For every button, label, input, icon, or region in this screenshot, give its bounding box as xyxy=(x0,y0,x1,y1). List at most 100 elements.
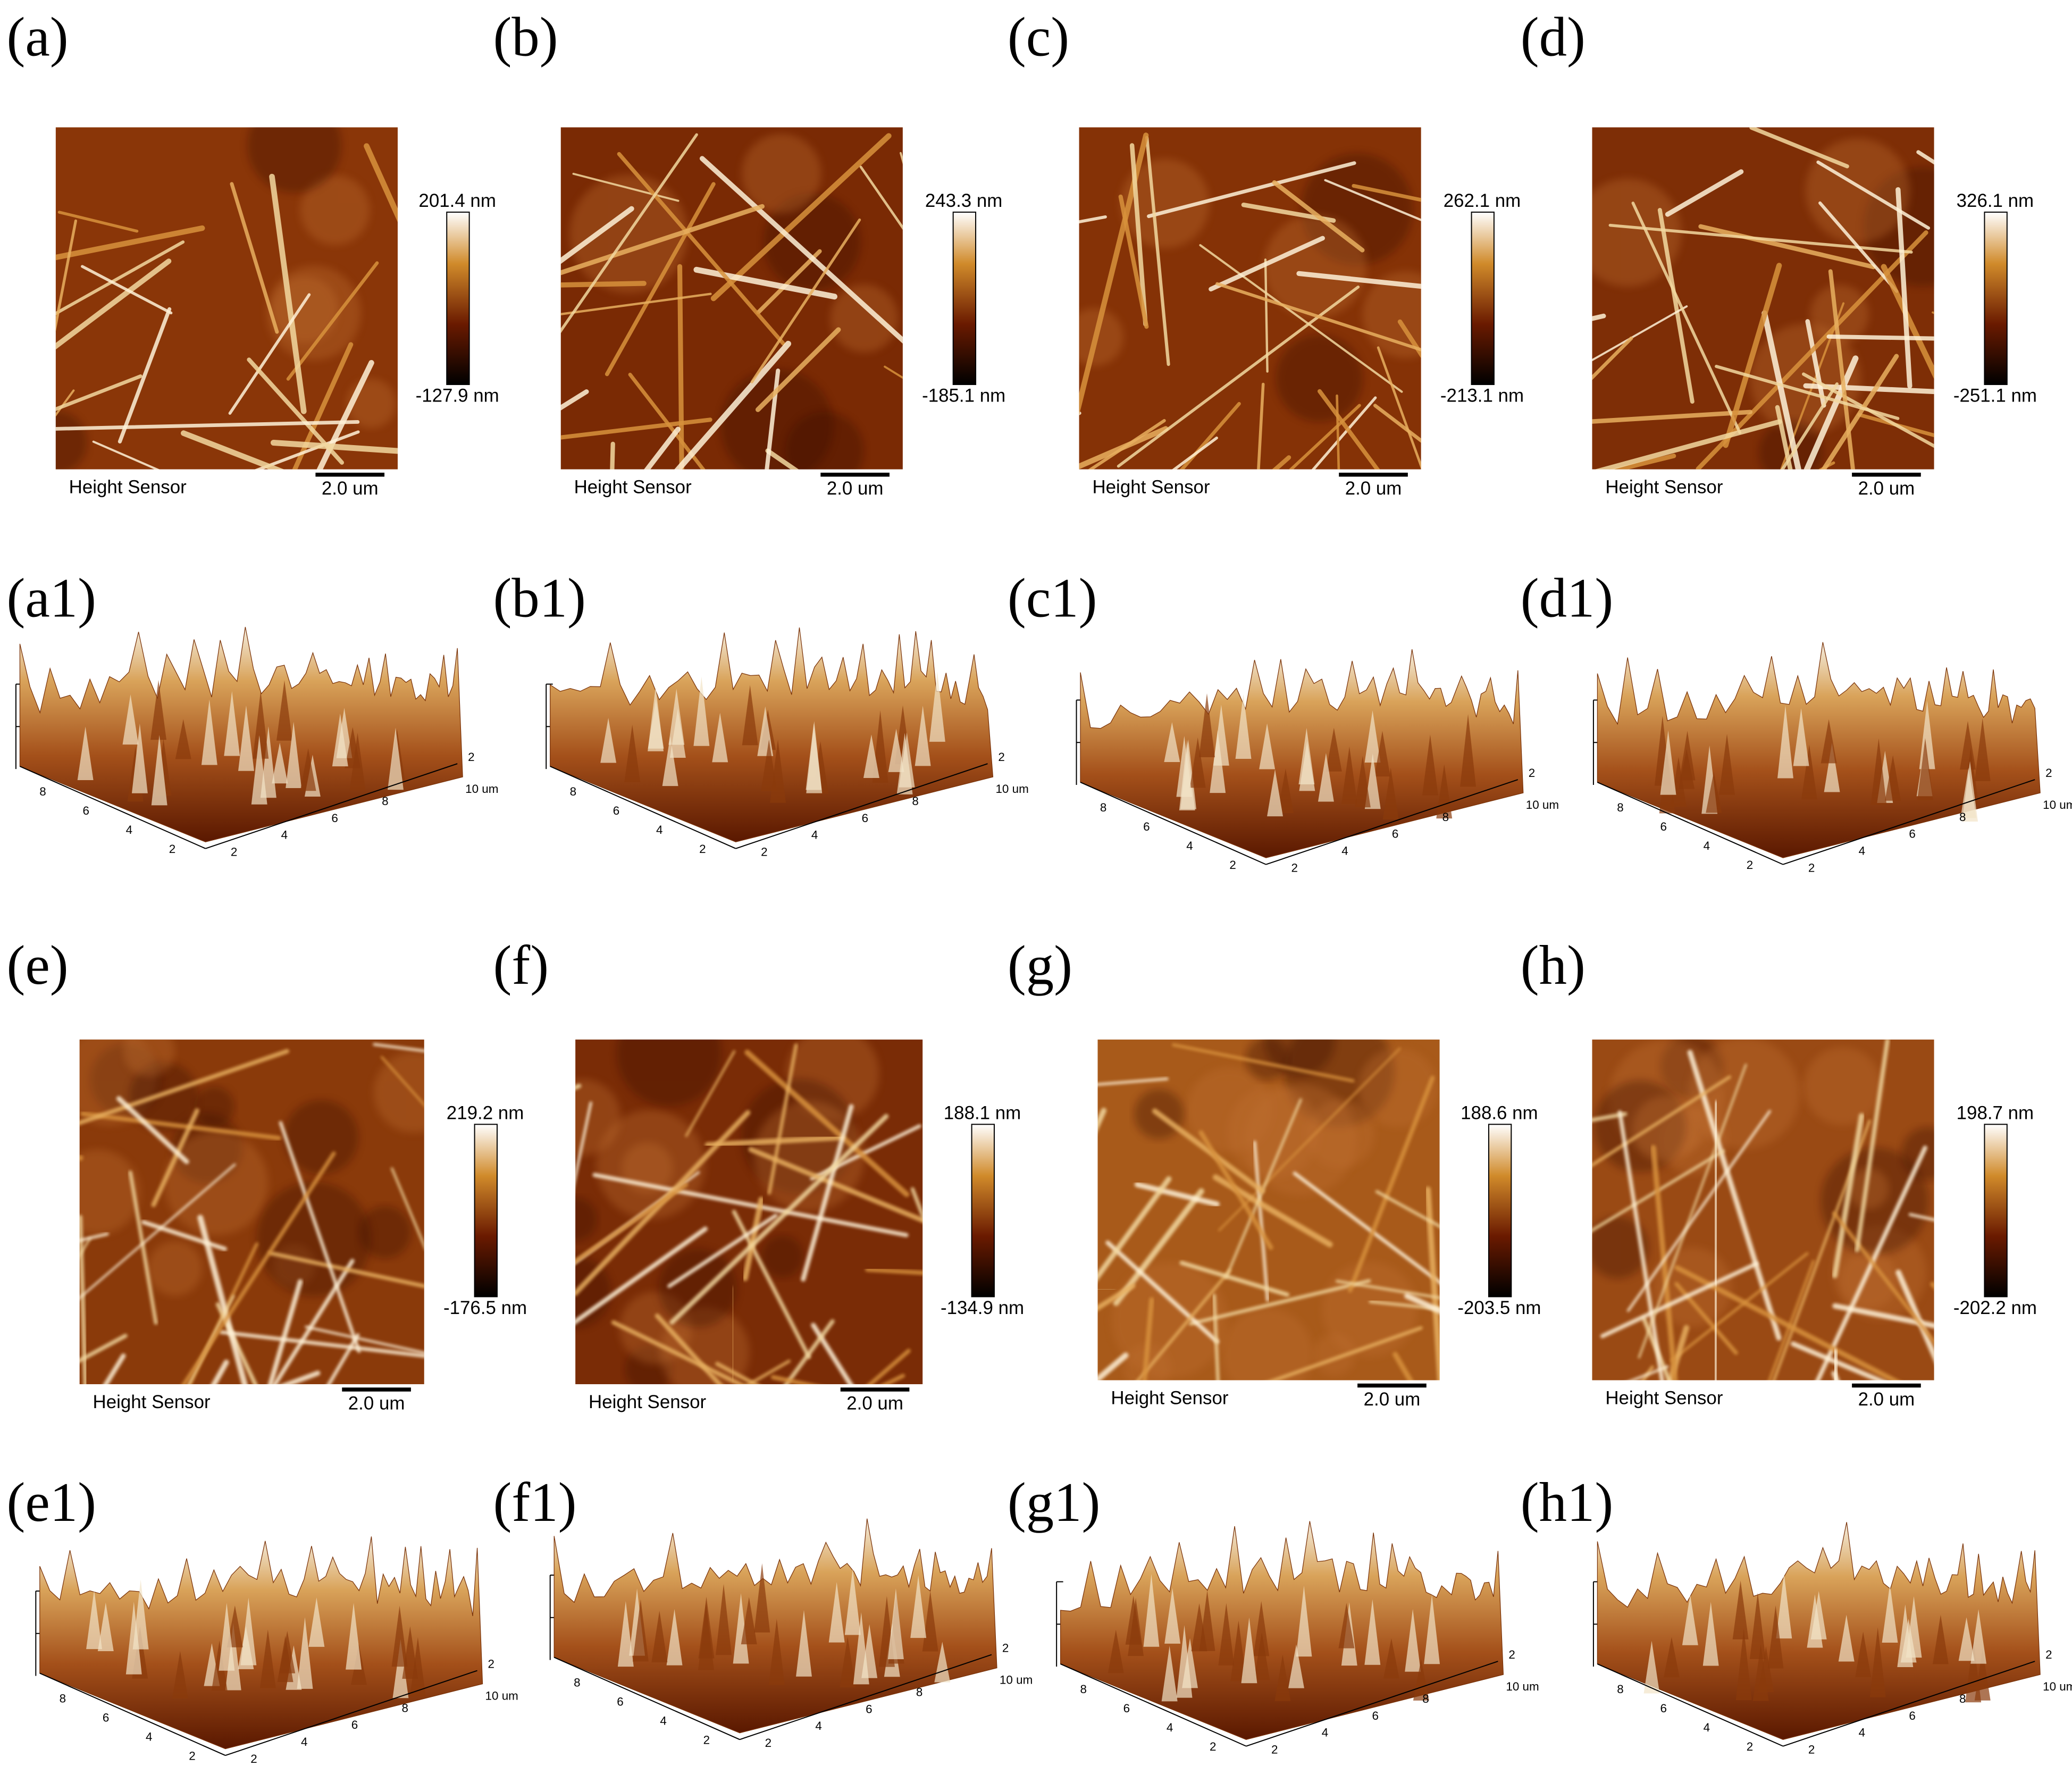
axis-tick-label: 4 xyxy=(1322,1726,1328,1739)
fiber xyxy=(1815,1145,1927,1380)
fiber xyxy=(611,1320,745,1384)
surface-peak xyxy=(1383,1638,1399,1679)
fiber xyxy=(219,1330,424,1358)
axis-tick-label: 2 xyxy=(1747,1740,1753,1753)
fiber xyxy=(1855,1039,1890,1252)
axis-tick-label: 10 um xyxy=(2043,798,2072,811)
image-content xyxy=(1592,127,1934,470)
fiber xyxy=(1179,1260,1290,1297)
fiber xyxy=(628,372,706,470)
fiber xyxy=(710,133,892,302)
surface-peak xyxy=(308,1597,325,1647)
fiber xyxy=(1638,1064,1747,1359)
sensor-label: Height Sensor xyxy=(1111,1387,1228,1408)
surface-peak xyxy=(1164,1588,1181,1644)
surface-peak xyxy=(1277,768,1294,814)
fiber xyxy=(1592,305,1688,362)
axis-tick-label: 4 xyxy=(1167,1721,1173,1734)
fiber xyxy=(1821,354,1899,470)
colorbar-max: 198.7 nm xyxy=(1957,1102,2034,1123)
fiber xyxy=(765,448,799,470)
fiber xyxy=(279,1121,361,1353)
colorbar xyxy=(952,211,977,386)
texture xyxy=(247,127,342,193)
fiber xyxy=(373,1043,424,1052)
fiber xyxy=(92,440,160,470)
axis-tick-label: 2 xyxy=(250,1752,257,1765)
fiber xyxy=(1803,383,1934,395)
axis-front-left xyxy=(553,1656,740,1740)
fiber xyxy=(55,225,205,261)
scale-label: 2.0 um xyxy=(1364,1389,1421,1410)
surface-peak xyxy=(150,680,167,740)
fiber xyxy=(116,1096,189,1164)
axis-tick-label: 4 xyxy=(1859,1726,1865,1739)
surface-peak xyxy=(1855,1631,1872,1677)
axis-tick-label: 8 xyxy=(1959,810,1966,824)
texture xyxy=(1264,215,1367,318)
surface-peak xyxy=(1821,719,1837,764)
axis-tick-label: 8 xyxy=(382,794,388,808)
image-content xyxy=(1097,1039,1440,1380)
axis-tick-label: 8 xyxy=(570,785,576,798)
fiber xyxy=(560,133,698,333)
panel-label: (a1) xyxy=(6,567,96,629)
fiber xyxy=(1212,1293,1220,1380)
axis-tick-label: 6 xyxy=(1392,827,1398,841)
fiber xyxy=(1172,436,1218,470)
texture xyxy=(266,265,362,361)
fiber xyxy=(1097,1077,1169,1086)
surface-peak xyxy=(1735,1628,1752,1701)
fiber xyxy=(79,1334,128,1363)
surface-peak xyxy=(716,1584,732,1655)
surface-peak xyxy=(131,723,148,793)
fiber xyxy=(380,1056,424,1107)
surface-peak xyxy=(1161,1646,1178,1702)
fiber xyxy=(1670,1252,1809,1362)
axis-tick-label: 4 xyxy=(815,1719,821,1733)
axis-tick-label: 4 xyxy=(656,823,662,836)
surface-peak xyxy=(1958,1617,1975,1661)
panel-label: (h) xyxy=(1521,934,1586,996)
fiber xyxy=(865,1267,923,1275)
texture xyxy=(55,411,87,470)
fiber xyxy=(765,369,781,470)
fiber xyxy=(230,182,279,334)
texture xyxy=(1358,1048,1438,1127)
fiber xyxy=(1145,136,1170,366)
fiber xyxy=(1832,1349,1838,1380)
surface-peak xyxy=(276,680,292,741)
surface-peak xyxy=(1199,693,1215,757)
colorbar xyxy=(971,1124,995,1298)
surface-peak xyxy=(742,685,758,746)
fiber xyxy=(1609,454,1676,470)
fiber xyxy=(575,1226,708,1325)
surface-peak xyxy=(1259,723,1276,769)
surface-peak xyxy=(251,735,267,805)
surface-peak xyxy=(632,1599,649,1662)
surface-peak xyxy=(651,1610,668,1662)
texture xyxy=(1632,1095,1700,1164)
axis-tick-label: 4 xyxy=(1859,844,1865,858)
fiber xyxy=(1335,1279,1440,1300)
fiber xyxy=(197,1215,248,1384)
fiber xyxy=(1857,413,1934,438)
colorbar-min: -213.1 nm xyxy=(1440,385,1524,406)
fiber xyxy=(1600,1261,1759,1338)
texture xyxy=(373,1052,424,1133)
fiber xyxy=(79,1237,91,1258)
surface-peak xyxy=(1719,733,1735,795)
axis-tick-label: 2 xyxy=(765,1736,771,1750)
afm-image xyxy=(1097,1039,1440,1380)
surface-peak xyxy=(409,1637,426,1697)
fiber xyxy=(560,292,712,315)
fiber xyxy=(55,219,78,332)
surface-peak xyxy=(346,1603,362,1670)
surface-peak xyxy=(1422,734,1438,796)
image-content xyxy=(1079,127,1421,470)
fiber xyxy=(79,1163,236,1300)
surface-peak xyxy=(1254,1632,1270,1680)
image-content xyxy=(560,127,903,470)
fiber xyxy=(1079,411,1081,415)
